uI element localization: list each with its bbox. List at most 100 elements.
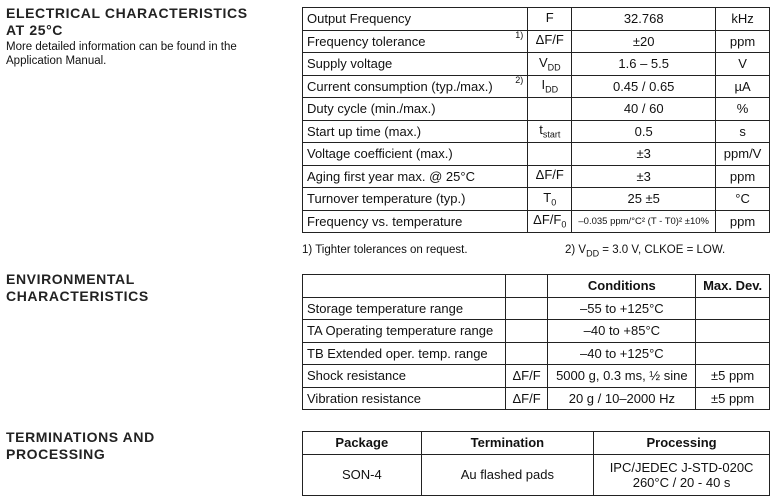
symbol-sub: DD: [547, 62, 561, 73]
unit-cell: V: [715, 52, 770, 76]
value-cell: 1.6 – 5.5: [571, 52, 717, 76]
symbol: I: [541, 77, 546, 93]
header-max-dev: Max. Dev.: [695, 274, 770, 298]
value-cell: 0.45 / 0.65: [571, 74, 717, 98]
symbol-cell: tstart: [527, 119, 573, 143]
param-cell: Storage temperature range: [302, 296, 506, 320]
footnote-ref: 2): [515, 74, 524, 85]
symbol: F: [545, 9, 554, 25]
unit-cell: %: [715, 97, 770, 121]
symbol: ΔF/F: [533, 212, 562, 228]
param-label: Output Frequency: [307, 11, 412, 27]
table-header: Conditions Max. Dev.: [302, 274, 770, 298]
table-row: Frequency tolerance 1) ΔF/F ±20 ppm: [301, 29, 770, 53]
electrical-heading: ELECTRICAL CHARACTERISTICS AT 25°C: [6, 5, 248, 39]
header-conditions: Conditions: [547, 274, 697, 298]
table-row: Frequency vs. temperature ΔF/F0 –0.035 ppm…: [301, 209, 770, 233]
electrical-table: Output Frequency F 32.768 kHz Frequency tole…: [301, 7, 770, 233]
param-label: Frequency tolerance: [307, 33, 426, 49]
param-cell: Vibration resistance: [302, 386, 506, 410]
electrical-note: More detailed information can be found i…: [6, 41, 237, 67]
header-blank: [504, 274, 549, 298]
param-cell: Current consumption (typ./max.) 2): [301, 74, 529, 98]
symbol-sub: DD: [545, 85, 559, 96]
param-cell: Frequency vs. temperature: [301, 209, 529, 233]
value-cell: –0.035 ppm/°C² (T - T0)² ±10%: [571, 209, 717, 233]
table-header: Package Termination Processing: [302, 431, 770, 455]
table-row: TA Operating temperature range –40 to +85…: [302, 319, 770, 343]
conditions-cell: 5000 g, 0.3 ms, ½ sine: [547, 364, 697, 388]
symbol-cell: ΔF/F0: [527, 209, 573, 233]
heading-line: ELECTRICAL CHARACTERISTICS: [6, 5, 248, 21]
symbol: T: [543, 189, 552, 205]
table-row: Aging first year max. @ 25°C ΔF/F ±3 ppm: [301, 164, 770, 188]
header-package: Package: [302, 431, 422, 455]
param-label: Aging first year max. @ 25°C: [307, 168, 475, 184]
terminations-heading: TERMINATIONS AND PROCESSING: [6, 429, 155, 463]
symbol-cell: [504, 341, 549, 365]
value-cell: 40 / 60: [571, 97, 717, 121]
symbol-cell: IDD: [527, 74, 573, 98]
value-cell: 0.5: [571, 119, 717, 143]
max-dev-cell: ±5 ppm: [695, 364, 770, 388]
symbol-cell: ΔF/F: [504, 364, 549, 388]
unit-cell: kHz: [715, 7, 770, 31]
param-label: Frequency vs. temperature: [307, 213, 463, 229]
max-dev-cell: [695, 296, 770, 320]
terminations-table: Package Termination Processing SON-4 Au fla…: [302, 431, 770, 496]
unit-cell: s: [715, 119, 770, 143]
param-cell: Start up time (max.): [301, 119, 529, 143]
footnote-ref: 1): [515, 29, 524, 40]
unit-cell: ppm: [715, 164, 770, 188]
table-row: Vibration resistance ΔF/F 20 g / 10–2000 H…: [302, 386, 770, 410]
param-label: Current consumption (typ./max.): [307, 78, 493, 94]
unit-cell: ppm: [715, 29, 770, 53]
param-label: Duty cycle (min./max.): [307, 101, 436, 117]
heading-line: PROCESSING: [6, 446, 106, 462]
processing-line: 260°C / 20 - 40 s: [632, 474, 731, 490]
value-cell: ±3: [571, 142, 717, 166]
table-row: Turnover temperature (typ.) T0 25 ±5 °C: [301, 187, 770, 211]
param-cell: Frequency tolerance 1): [301, 29, 529, 53]
table-row: Supply voltage VDD 1.6 – 5.5 V: [301, 52, 770, 76]
param-cell: Turnover temperature (typ.): [301, 187, 529, 211]
table-row: Current consumption (typ./max.) 2) IDD 0.45…: [301, 74, 770, 98]
symbol-cell: [504, 319, 549, 343]
table-row: Duty cycle (min./max.) 40 / 60%: [301, 97, 770, 121]
heading-line: TERMINATIONS AND: [6, 429, 155, 445]
header-termination: Termination: [420, 431, 595, 455]
value-cell: 25 ±5: [571, 187, 717, 211]
symbol: t: [539, 122, 543, 138]
symbol: ΔF/F: [535, 32, 564, 48]
table-row: TB Extended oper. temp. range –40 to +125…: [302, 341, 770, 365]
symbol: V: [538, 54, 548, 70]
symbol-cell: [504, 296, 549, 320]
unit-cell: ppm: [715, 209, 770, 233]
symbol: ΔF/F: [535, 167, 564, 183]
symbol-cell: VDD: [527, 52, 573, 76]
symbol-cell: F: [527, 7, 573, 31]
unit-cell: °C: [715, 187, 770, 211]
max-dev-cell: [695, 341, 770, 365]
environmental-table: Conditions Max. Dev. Storage temperature …: [302, 274, 770, 410]
conditions-cell: –40 to +125°C: [547, 341, 697, 365]
table-row: Output Frequency F 32.768 kHz: [301, 7, 770, 31]
value-cell: 32.768: [571, 7, 717, 31]
processing-line: IPC/JEDEC J-STD-020C: [609, 459, 754, 475]
symbol-sub: start: [542, 130, 561, 141]
symbol-cell: ΔF/F: [504, 386, 549, 410]
footnote-2: 2) VDD = 3.0 V, CLKOE = LOW.: [565, 244, 726, 259]
package-cell: SON-4: [302, 453, 422, 496]
param-cell: Duty cycle (min./max.): [301, 97, 529, 121]
param-label: Voltage coefficient (max.): [307, 146, 453, 162]
heading-line: ENVIRONMENTAL: [6, 271, 135, 287]
header-blank: [302, 274, 506, 298]
processing-cell: IPC/JEDEC J-STD-020C 260°C / 20 - 40 s: [593, 453, 770, 496]
symbol-sub: 0: [551, 197, 557, 208]
table-row: SON-4 Au flashed pads IPC/JEDEC J-STD-020C…: [302, 453, 770, 496]
symbol-cell: ΔF/F: [527, 29, 573, 53]
param-label: Supply voltage: [307, 56, 393, 72]
symbol-sub: 0: [561, 220, 567, 231]
value-cell: ±20: [571, 29, 717, 53]
param-cell: Output Frequency: [301, 7, 529, 31]
